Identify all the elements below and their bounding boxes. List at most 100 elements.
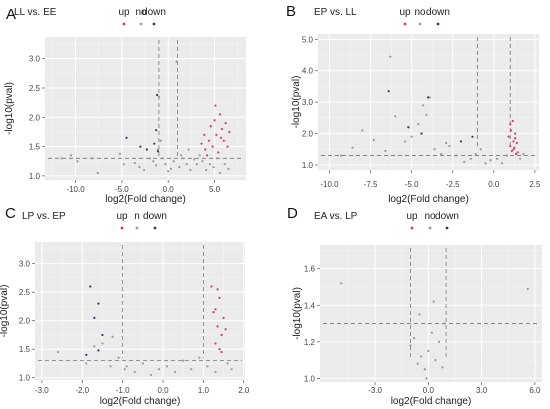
- point-no: [155, 164, 158, 167]
- point-up: [200, 142, 203, 145]
- point-no: [149, 373, 153, 376]
- x-tick-label: -3.0: [35, 386, 49, 395]
- plot-background: [45, 37, 246, 180]
- point-no: [164, 163, 167, 166]
- point-up: [212, 311, 215, 314]
- y-axis-label: -log10(pval): [0, 285, 10, 338]
- panel-title: EP vs. LL: [314, 7, 357, 18]
- point-no: [433, 148, 436, 151]
- y-tick-label: 1.0: [29, 172, 41, 181]
- legend-dot-0: [410, 226, 414, 230]
- y-tick-label: 5.0: [302, 35, 314, 44]
- panel-title: LL vs. EE: [14, 7, 57, 18]
- legend-label-0: up: [399, 7, 411, 18]
- legend-dot-1: [135, 226, 139, 230]
- point-no: [85, 362, 88, 365]
- point-up: [215, 133, 218, 136]
- point-no: [138, 166, 141, 169]
- x-axis-label: log2(Fold change): [100, 396, 181, 407]
- point-no: [93, 345, 96, 348]
- panel-title: LP vs. EP: [22, 211, 66, 222]
- point-up: [209, 124, 212, 128]
- point-no: [522, 152, 525, 156]
- point-no: [526, 287, 529, 290]
- plot-background: [35, 242, 245, 380]
- point-up: [218, 348, 221, 351]
- point-no: [474, 152, 477, 156]
- legend-dot-2: [436, 22, 440, 26]
- point-up: [516, 151, 519, 154]
- point-no: [505, 154, 509, 157]
- point-no: [156, 148, 160, 151]
- point-up: [220, 333, 223, 337]
- point-down: [471, 135, 474, 138]
- point-no: [469, 157, 472, 160]
- point-no: [157, 368, 161, 371]
- y-tick-label: 2.0: [19, 317, 31, 326]
- point-no: [416, 362, 419, 365]
- point-no: [427, 349, 430, 353]
- point-up: [509, 129, 513, 132]
- point-down: [407, 126, 410, 129]
- y-tick-label: 1.5: [29, 143, 41, 152]
- point-no: [181, 157, 185, 160]
- point-no: [226, 362, 229, 365]
- y-tick-label: 2.5: [19, 288, 31, 297]
- x-tick-label: -7.5: [364, 180, 378, 189]
- point-up: [204, 148, 207, 151]
- point-no: [479, 148, 482, 151]
- point-no: [384, 149, 387, 152]
- point-no: [484, 162, 487, 165]
- point-up: [213, 119, 216, 122]
- point-no: [223, 163, 226, 166]
- point-no: [413, 337, 416, 340]
- point-no: [432, 300, 435, 303]
- point-no: [351, 146, 354, 149]
- legend-label-0: up: [116, 211, 128, 222]
- legend-label-2: down: [435, 211, 459, 222]
- point-down: [125, 136, 128, 139]
- legend-label-0: up: [406, 211, 418, 222]
- point-no: [448, 145, 451, 148]
- point-down: [387, 90, 390, 93]
- panel-letter: A: [6, 6, 16, 23]
- point-up: [226, 145, 229, 148]
- point-up: [509, 145, 512, 148]
- point-no: [441, 366, 444, 369]
- point-no: [201, 160, 204, 163]
- point-no: [76, 160, 79, 163]
- point-up: [218, 113, 222, 116]
- point-no: [152, 160, 155, 163]
- x-tick-label: -5.0: [115, 185, 129, 194]
- legend-dot-1: [139, 22, 143, 26]
- y-tick-label: 2.0: [302, 130, 314, 139]
- point-no: [91, 157, 94, 160]
- point-no: [489, 159, 492, 162]
- point-down: [97, 302, 100, 305]
- point-no: [157, 95, 161, 98]
- point-no: [496, 157, 499, 160]
- point-no: [169, 167, 173, 170]
- point-no: [208, 163, 211, 166]
- x-tick-label: 0.0: [163, 185, 175, 194]
- point-no: [430, 331, 433, 334]
- point-up: [511, 119, 514, 123]
- legend-label-2: down: [143, 211, 167, 222]
- point-no: [463, 160, 466, 163]
- point-down: [155, 93, 159, 97]
- point-up: [514, 152, 518, 156]
- y-tick-label: 4.0: [302, 67, 314, 76]
- point-up: [514, 132, 517, 135]
- x-tick-label: -3.0: [368, 386, 382, 395]
- x-tick-label: 2.5: [529, 180, 541, 189]
- point-no: [519, 157, 522, 160]
- point-up: [205, 154, 209, 157]
- point-up: [220, 127, 224, 131]
- point-no: [122, 163, 125, 166]
- point-no: [423, 368, 426, 371]
- point-up: [217, 151, 220, 154]
- point-no: [133, 161, 136, 165]
- point-no: [161, 157, 164, 160]
- point-no: [101, 342, 104, 345]
- y-axis-label: -log10(pval): [292, 287, 303, 340]
